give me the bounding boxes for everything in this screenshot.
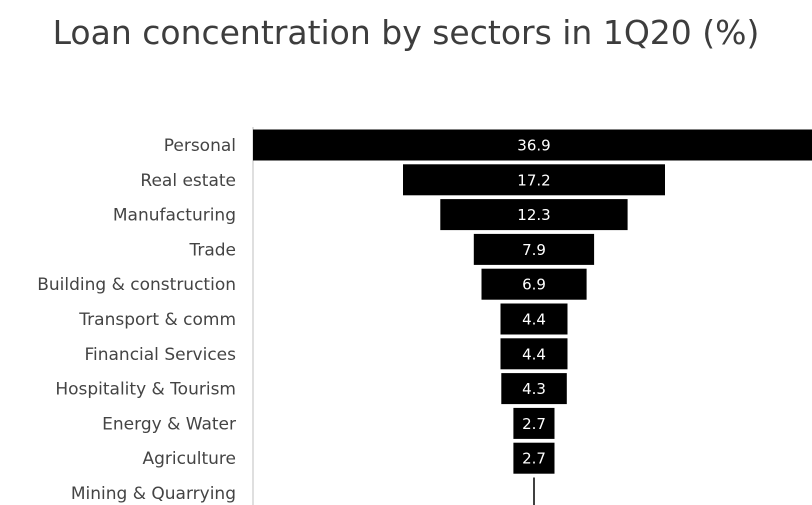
category-label-9: Agriculture	[143, 449, 237, 469]
chart-title: Loan concentration by sectors in 1Q20 (%…	[52, 13, 760, 52]
bar-1	[403, 164, 665, 196]
data-label-7: 4.3	[522, 380, 546, 398]
category-label-0: Personal	[164, 136, 236, 156]
category-label-7: Hospitality & Tourism	[55, 380, 236, 400]
category-label-5: Transport & comm	[78, 310, 236, 330]
data-label-8: 2.7	[522, 415, 546, 433]
category-label-6: Financial Services	[84, 345, 236, 365]
data-label-5: 4.4	[522, 311, 546, 329]
bar-2	[440, 199, 628, 231]
category-labels-group: Personal Real estate Manufacturing Trade Bui…	[37, 136, 236, 504]
data-labels-group: 36.9 17.2 12.3 7.9 6.9 4.4 4.4 4.3 2.7 2.7	[517, 137, 550, 468]
category-label-4: Building & construction	[37, 275, 236, 295]
bar-0	[253, 129, 812, 161]
bar-5	[500, 303, 568, 335]
data-label-4: 6.9	[522, 276, 546, 294]
data-label-2: 12.3	[517, 206, 550, 224]
data-label-3: 7.9	[522, 241, 546, 259]
category-label-2: Manufacturing	[113, 206, 236, 226]
bar-9	[513, 442, 555, 474]
data-label-9: 2.7	[522, 450, 546, 468]
category-label-10: Mining & Quarrying	[71, 484, 236, 504]
category-label-8: Energy & Water	[102, 414, 236, 434]
category-label-1: Real estate	[140, 171, 236, 191]
category-label-3: Trade	[188, 240, 236, 260]
bars-group	[253, 129, 812, 505]
bar-8	[513, 407, 555, 439]
data-label-0: 36.9	[517, 137, 550, 155]
bar-3	[473, 233, 595, 265]
bar-4	[481, 268, 587, 300]
bar-6	[500, 338, 568, 370]
data-label-6: 4.4	[522, 345, 546, 363]
data-label-1: 17.2	[517, 171, 550, 189]
bar-7	[501, 373, 567, 405]
